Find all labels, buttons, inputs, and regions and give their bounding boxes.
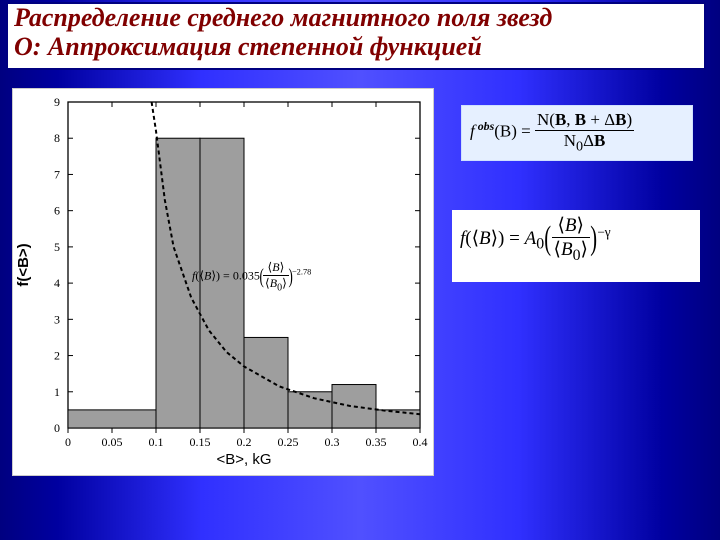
chart-svg: 0 0.05 0.1 0.15 0.2 0.25 0.3 0.35 0.4 0 1 2 3 4 5 6 7 8 9 <… [12,88,434,476]
svg-text:0.1: 0.1 [149,435,164,449]
svg-text:8: 8 [54,131,60,145]
svg-text:0.35: 0.35 [366,435,387,449]
svg-text:0.15: 0.15 [190,435,211,449]
svg-text:0.2: 0.2 [237,435,252,449]
svg-text:5: 5 [54,240,60,254]
title-box: Распределение среднего магнитного поля з… [6,2,706,70]
title-line1: Распределение среднего магнитного поля з… [14,4,698,33]
svg-text:1: 1 [54,385,60,399]
svg-text:2: 2 [54,349,60,363]
svg-text:0: 0 [65,435,71,449]
svg-text:0.25: 0.25 [278,435,299,449]
slide: Распределение среднего магнитного поля з… [0,0,720,540]
svg-text:3: 3 [54,312,60,326]
svg-text:0: 0 [54,421,60,435]
svg-text:4: 4 [54,276,60,290]
svg-text:0.3: 0.3 [325,435,340,449]
svg-text:0.4: 0.4 [413,435,428,449]
chart-panel: 0 0.05 0.1 0.15 0.2 0.25 0.3 0.35 0.4 0 1 2 3 4 5 6 7 8 9 <… [12,88,434,476]
svg-text:9: 9 [54,95,60,109]
equation-observed: f obs(B) = N(B, B + ΔB)N0ΔB [462,106,692,160]
svg-text:0.05: 0.05 [102,435,123,449]
equation-model: f(⟨B⟩) = A0(⟨B⟩⟨B0⟩)−γ [452,210,700,282]
title-line2: О: Аппроксимация степенной функцией [14,33,698,62]
svg-text:<B>, kG: <B>, kG [216,451,271,468]
svg-text:6: 6 [54,204,60,218]
svg-text:f(<B>): f(<B>) [15,243,32,286]
svg-text:7: 7 [54,167,60,181]
